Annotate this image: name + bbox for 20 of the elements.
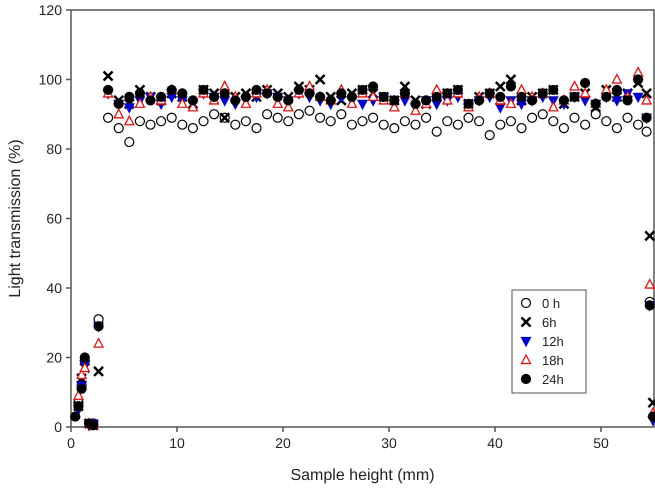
x-tick-label: 50 (593, 435, 609, 451)
x-tick-label: 30 (381, 435, 397, 451)
y-tick-label: 60 (46, 210, 62, 226)
x-tick-label: 10 (169, 435, 185, 451)
y-tick-label: 20 (46, 350, 62, 366)
legend-label: 18h (542, 353, 564, 368)
x-tick-label: 20 (275, 435, 291, 451)
y-tick-label: 80 (46, 141, 62, 157)
x-tick-label: 0 (67, 435, 76, 451)
legend-label: 24h (542, 372, 564, 387)
x-axis-title: Sample height (mm) (290, 467, 435, 484)
legend-label: 6h (542, 315, 556, 330)
legend-label: 12h (542, 334, 564, 349)
y-tick-label: 0 (54, 419, 62, 435)
y-axis-title: Light transmission (%) (7, 139, 24, 298)
y-tick-label: 120 (38, 2, 62, 18)
x-tick-label: 40 (487, 435, 503, 451)
y-tick-label: 100 (38, 72, 62, 88)
y-tick-label: 40 (46, 280, 62, 296)
legend-label: 0 h (542, 296, 560, 311)
